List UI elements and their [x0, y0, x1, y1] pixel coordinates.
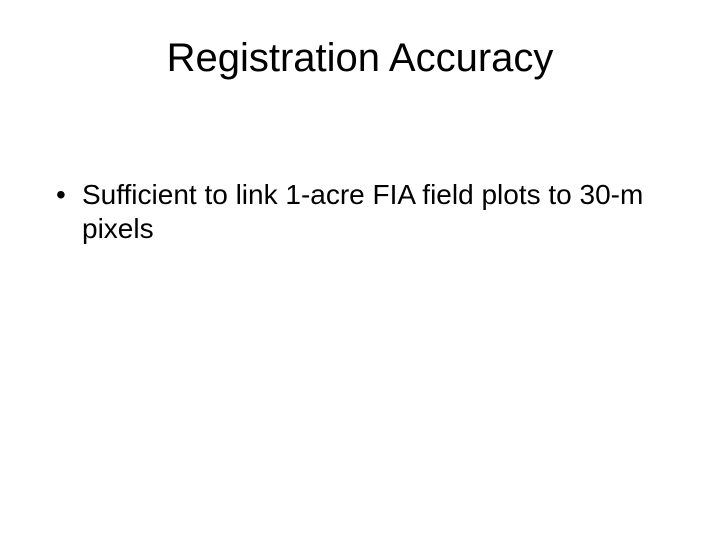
list-item: Sufficient to link 1-acre FIA field plot…: [54, 178, 666, 246]
slide: Registration Accuracy Sufficient to link…: [0, 0, 720, 540]
slide-title: Registration Accuracy: [0, 36, 720, 81]
slide-body: Sufficient to link 1-acre FIA field plot…: [54, 178, 666, 246]
bullet-list: Sufficient to link 1-acre FIA field plot…: [54, 178, 666, 246]
